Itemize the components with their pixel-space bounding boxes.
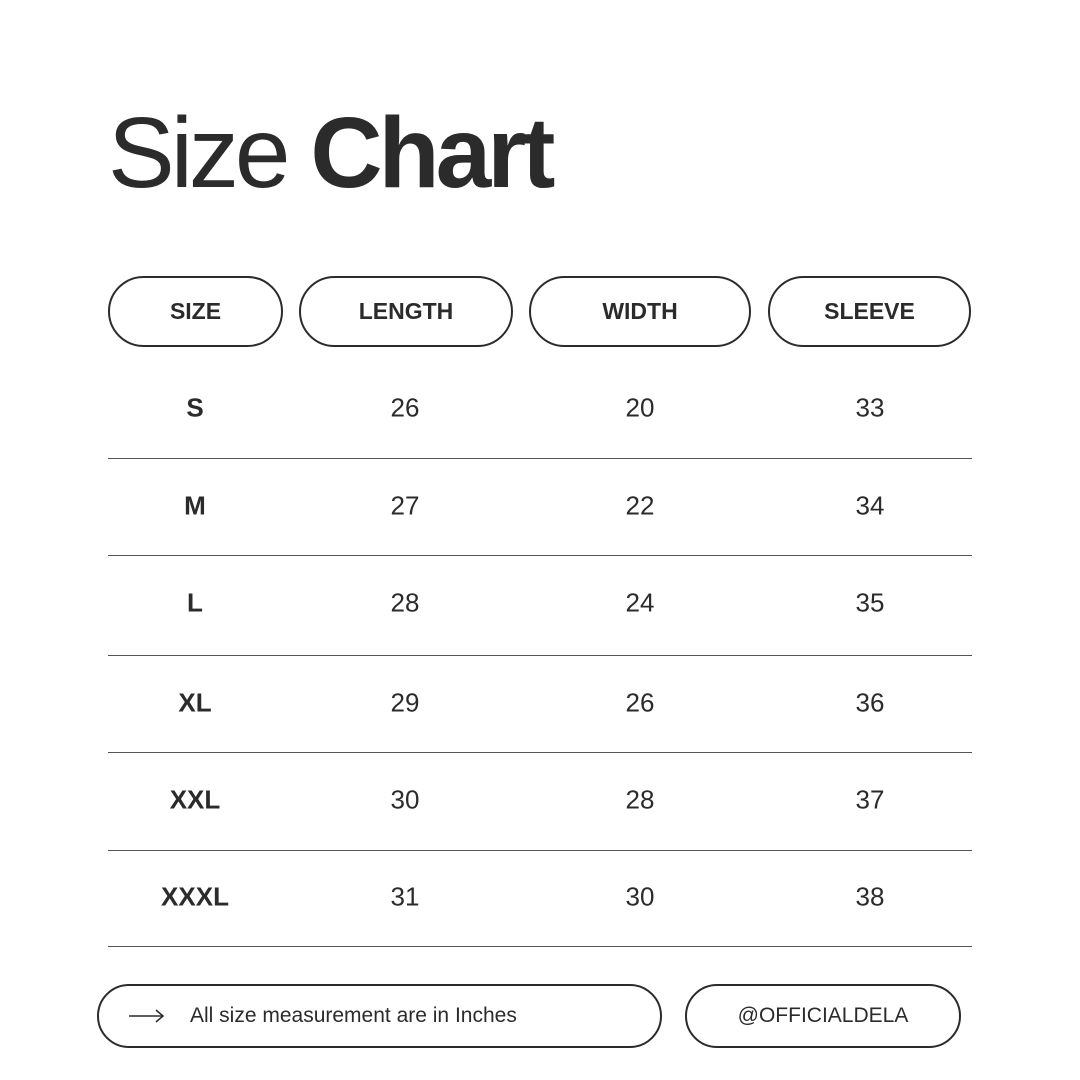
title-light: Size (108, 97, 291, 209)
page-title: Size Chart (108, 97, 555, 209)
cell-width: 22 (625, 490, 655, 521)
social-handle: @OFFICIALDELA (685, 984, 961, 1048)
row-divider (108, 850, 972, 851)
cell-size: S (186, 392, 204, 423)
cell-sleeve: 36 (855, 687, 885, 718)
cell-sleeve: 33 (855, 392, 885, 423)
cell-size: XL (178, 687, 212, 718)
cell-width: 26 (625, 687, 655, 718)
arrow-right-icon (129, 1009, 165, 1023)
cell-size: XXL (169, 784, 221, 815)
header-size: SIZE (108, 276, 283, 347)
cell-sleeve: 34 (855, 490, 885, 521)
cell-length: 31 (390, 881, 420, 912)
cell-sleeve: 37 (855, 784, 885, 815)
cell-length: 29 (390, 687, 420, 718)
cell-width: 28 (625, 784, 655, 815)
cell-length: 30 (390, 784, 420, 815)
cell-sleeve: 38 (855, 881, 885, 912)
row-divider (108, 946, 972, 947)
cell-length: 27 (390, 490, 420, 521)
header-sleeve: SLEEVE (768, 276, 971, 347)
cell-size: XXXL (161, 881, 229, 912)
header-width: WIDTH (529, 276, 751, 347)
cell-size: M (184, 490, 206, 521)
row-divider (108, 752, 972, 753)
cell-length: 28 (390, 587, 420, 618)
row-divider (108, 555, 972, 556)
row-divider (108, 655, 972, 656)
header-length: LENGTH (299, 276, 513, 347)
note-text: All size measurement are in Inches (190, 1004, 517, 1027)
cell-width: 30 (625, 881, 655, 912)
cell-width: 20 (625, 392, 655, 423)
cell-width: 24 (625, 587, 655, 618)
row-divider (108, 458, 972, 459)
measurement-note: All size measurement are in Inches (97, 984, 662, 1048)
cell-length: 26 (390, 392, 420, 423)
title-bold: Chart (310, 97, 555, 209)
cell-size: L (187, 587, 203, 618)
cell-sleeve: 35 (855, 587, 885, 618)
